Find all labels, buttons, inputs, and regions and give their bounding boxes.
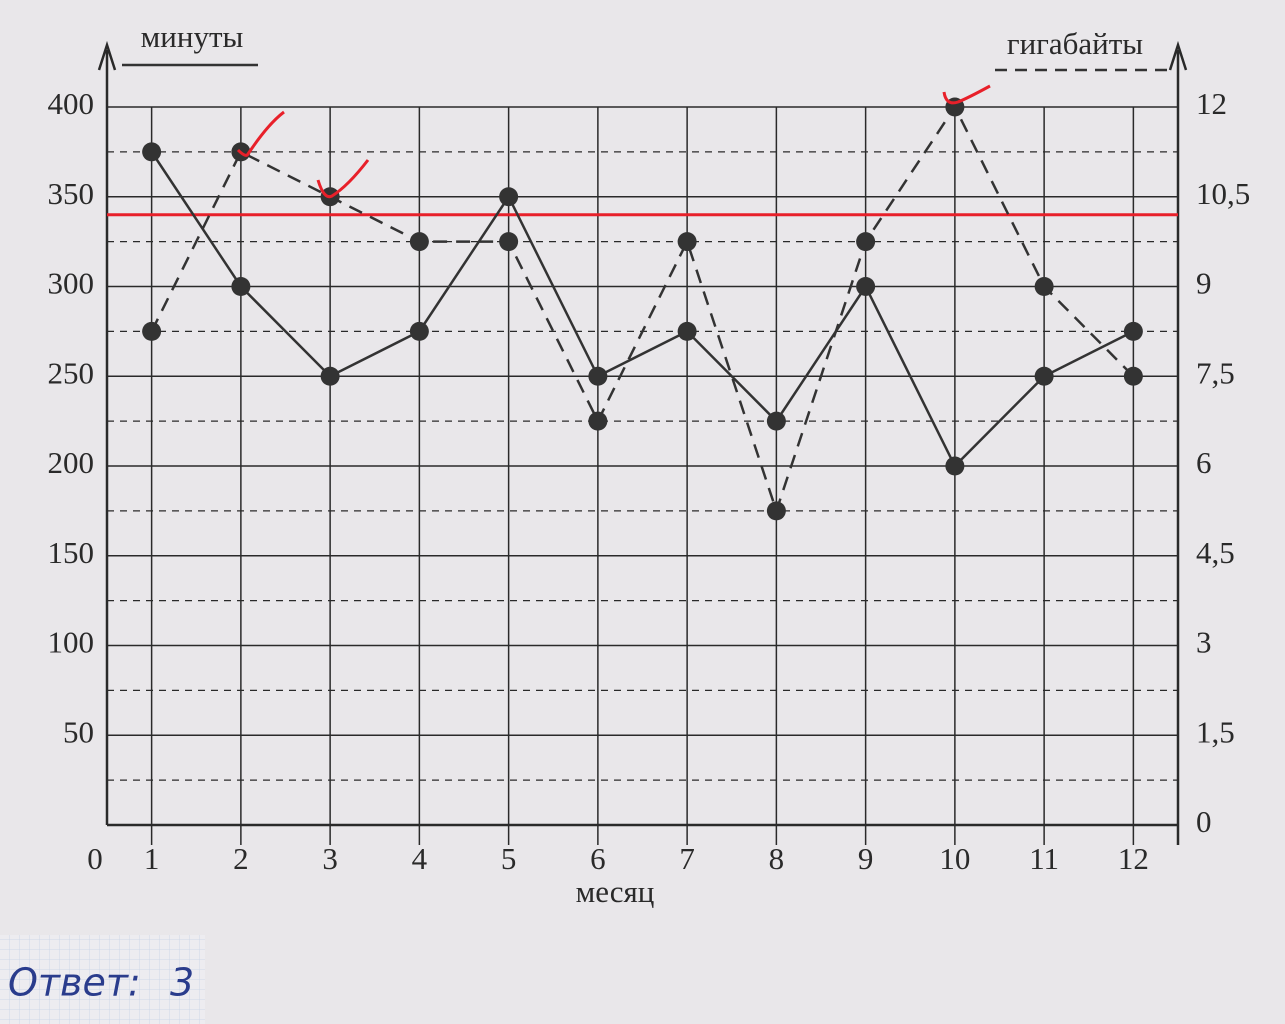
y2-tick-label: 3 (1196, 625, 1212, 660)
x-tick-label: 6 (590, 841, 606, 876)
point (1123, 321, 1143, 341)
point (766, 411, 786, 431)
point (856, 277, 876, 296)
y-tick-label: 100 (48, 625, 95, 660)
x-tick-label: 1 (144, 841, 160, 876)
y-tick-label: 350 (48, 176, 95, 211)
y-tick-label: 150 (48, 535, 95, 570)
x-tick-label: 2 (233, 841, 249, 876)
y2-axis (1168, 40, 1188, 845)
grid-paper (0, 935, 205, 1024)
point (231, 277, 251, 296)
point (1034, 366, 1054, 386)
grid-paper-tint (0, 935, 205, 1024)
x-tick-label: 9 (858, 841, 874, 876)
point (1123, 366, 1143, 386)
y2-tick-label: 12 (1196, 86, 1227, 121)
x-tick-label: 3 (322, 841, 338, 876)
y-tick-label: 50 (63, 714, 94, 749)
x-tick-label: 7 (679, 841, 695, 876)
point (142, 142, 162, 162)
legend-label: минуты (141, 19, 244, 54)
legend-label: гигабайты (1007, 26, 1143, 61)
y2-tick-label: 9 (1196, 266, 1212, 301)
y2-tick-label: 7,5 (1196, 355, 1235, 390)
point (945, 456, 965, 476)
point (856, 232, 876, 252)
y2-tick-label: 10,5 (1196, 176, 1250, 211)
grid (107, 106, 1178, 845)
point (499, 187, 519, 207)
y2-tick-label: 6 (1196, 445, 1212, 480)
y-tick-label: 400 (48, 86, 95, 121)
point (142, 321, 162, 341)
x-tick-label: 4 (412, 841, 428, 876)
answer-box: Ответ: 3 (0, 935, 205, 1024)
x-axis-label: месяц (576, 874, 655, 909)
point (677, 232, 697, 252)
y2-tick-label: 0 (1196, 804, 1212, 839)
point (677, 321, 697, 341)
answer-label: Ответ: (8, 961, 141, 1005)
y-tick-label: 200 (48, 445, 95, 480)
point (1034, 277, 1054, 296)
x-tick-label: 11 (1029, 841, 1059, 876)
point (409, 232, 429, 252)
hand-check (236, 84, 991, 199)
y2-tick-label: 4,5 (1196, 535, 1235, 570)
point (766, 501, 786, 521)
origin-label: 0 (87, 841, 103, 876)
answer-value: 3 (170, 961, 194, 1005)
point (409, 321, 429, 341)
series-line (150, 104, 1135, 515)
x-tick-label: 5 (501, 841, 517, 876)
y-tick-label: 300 (48, 266, 95, 301)
series-line (150, 151, 1134, 469)
y-axis (97, 40, 117, 825)
point (588, 411, 608, 431)
x-tick-label: 10 (939, 841, 970, 876)
point (320, 366, 340, 386)
x-tick-label: 8 (769, 841, 785, 876)
x-tick-label: 12 (1118, 841, 1149, 876)
point (499, 232, 519, 252)
y2-tick-label: 1,5 (1196, 714, 1235, 749)
y-tick-label: 250 (48, 355, 95, 390)
point (588, 366, 608, 386)
